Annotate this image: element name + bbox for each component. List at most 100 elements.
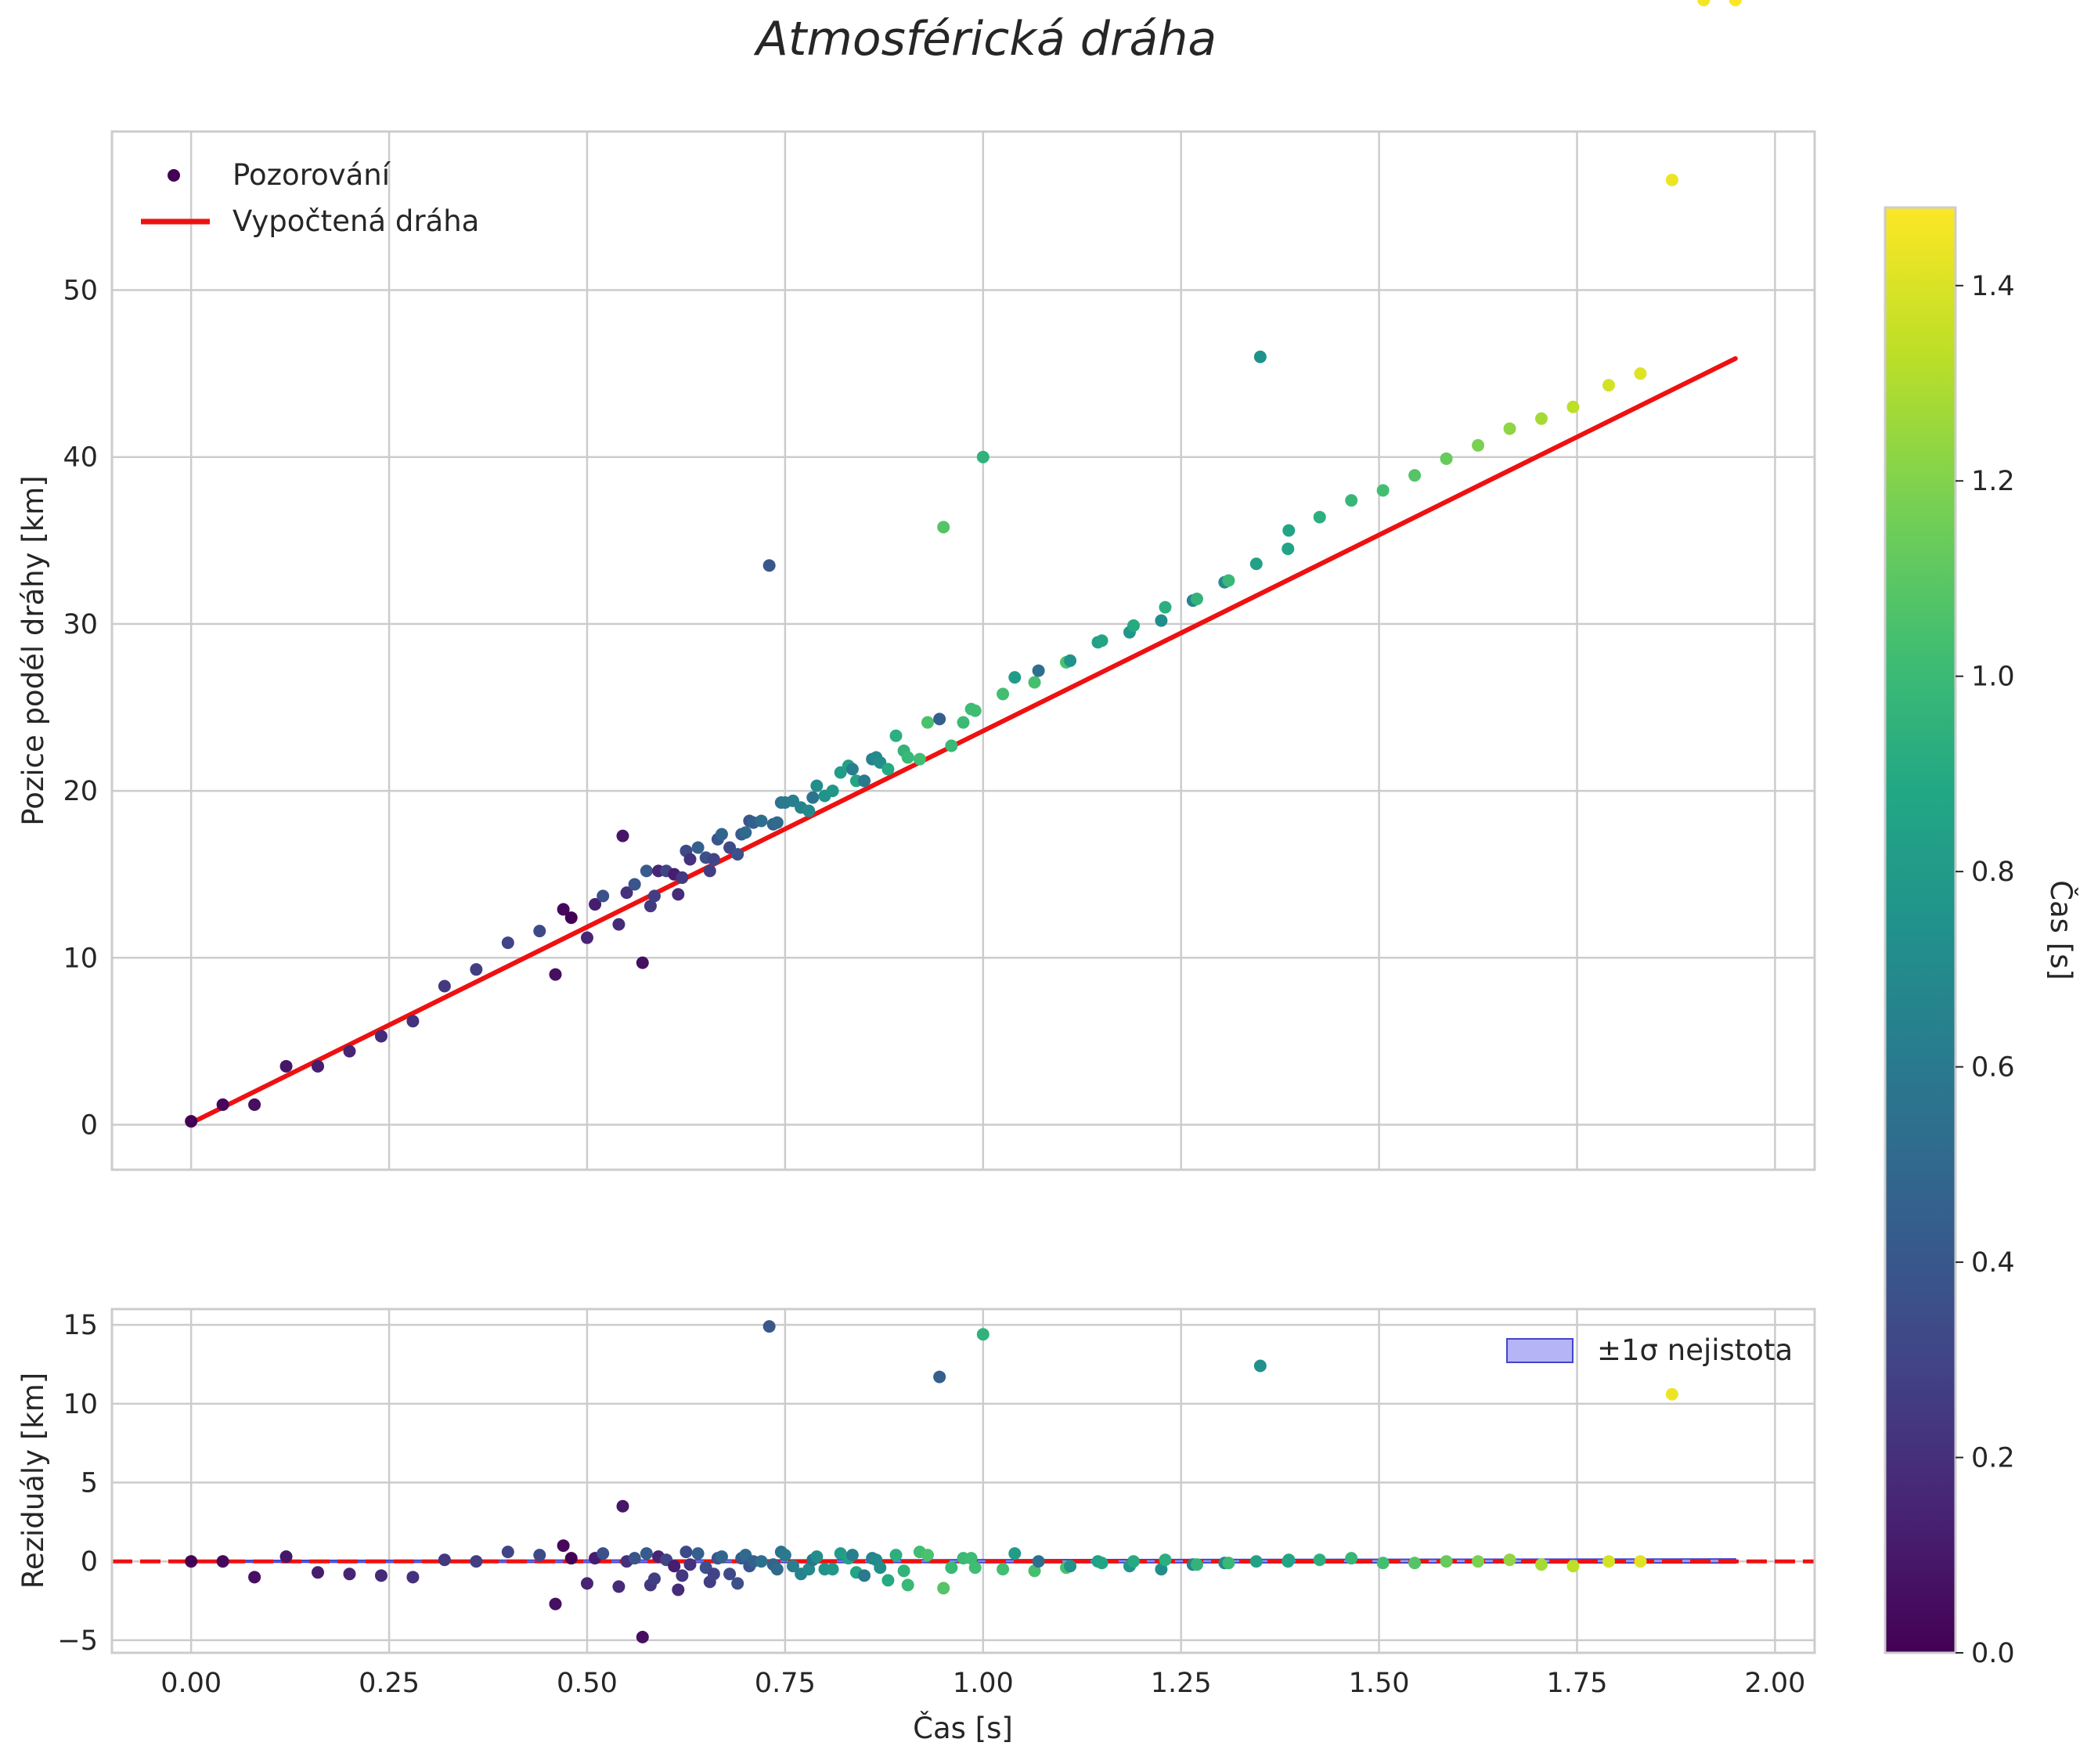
main-y-ticks: 0 10 20 30 40 50: [63, 276, 98, 1142]
observation-point: [1028, 676, 1041, 689]
observation-point: [1534, 412, 1548, 425]
observation-point: [707, 853, 720, 866]
observation-point: [1602, 379, 1615, 392]
observation-point: [715, 828, 728, 841]
observation-point: [1159, 601, 1172, 614]
residual-point: [438, 1553, 451, 1567]
residual-point: [787, 1560, 799, 1573]
observation-point: [1503, 422, 1516, 435]
main-legend: Pozorování Vypočtená dráha: [141, 158, 479, 238]
residual-point: [1282, 1553, 1296, 1567]
observation-point: [185, 1115, 198, 1128]
residual-point: [889, 1549, 903, 1562]
residual-point: [1665, 1387, 1678, 1401]
residuals-axes: −5 0 5 10 15 0.00 0.25 0.50 0.75 1.00 1.25 1.50 1.7…: [16, 0, 1816, 1745]
main-y-tick-label: 10: [63, 943, 98, 974]
observation-point: [640, 864, 653, 878]
residual-point: [647, 1572, 661, 1585]
observation-point: [921, 716, 934, 729]
legend-marker-uncertainty: [1506, 1338, 1574, 1363]
observation-point: [406, 1015, 420, 1028]
observation-point: [564, 911, 578, 925]
observation-point: [343, 1044, 356, 1058]
main-y-label: Pozice podél dráhy [km]: [16, 475, 50, 825]
observation-point: [438, 979, 451, 993]
residual-point: [1008, 1547, 1022, 1560]
observation-point: [312, 1059, 325, 1073]
observation-point: [1376, 484, 1390, 497]
colorbar-tick-label: 0.6: [1971, 1052, 2015, 1084]
residuals-y-tick-label: −5: [57, 1625, 98, 1657]
residual-point: [597, 1547, 610, 1560]
main-y-tick-label: 30: [63, 609, 98, 640]
observation-point: [616, 829, 629, 842]
residual-point: [845, 1549, 859, 1562]
observation-point: [889, 729, 903, 742]
residual-point: [279, 1550, 293, 1564]
observation-point: [731, 848, 744, 861]
residuals-x-ticks: 0.00 0.25 0.50 0.75 1.00 1.25 1.50 1.75 2.00: [160, 1668, 1805, 1699]
residual-point: [755, 1555, 768, 1568]
observation-point: [1634, 367, 1647, 381]
colorbar-label: Čas [s]: [2044, 880, 2078, 980]
observation-point: [248, 1098, 261, 1111]
colorbar-tick-label: 1.2: [1971, 466, 2015, 497]
main-axes: 0 10 20 30 40 50 Pozice podél dráhy [km] Pozo…: [16, 0, 1816, 1171]
observation-point: [533, 925, 546, 938]
residual-point: [874, 1561, 887, 1575]
observation-point: [216, 1098, 229, 1111]
residuals-y-tick-label: 5: [81, 1468, 98, 1499]
observation-point: [279, 1059, 293, 1073]
residual-point: [1222, 1557, 1235, 1570]
colorbar-tick-label: 1.4: [1971, 271, 2015, 302]
residuals-y-tick-label: 15: [63, 1310, 98, 1341]
residual-point: [897, 1564, 910, 1578]
residual-point: [668, 1560, 681, 1573]
residual-point: [858, 1569, 871, 1582]
residual-point: [312, 1566, 325, 1579]
observation-point: [501, 936, 514, 950]
residual-point: [976, 1328, 990, 1341]
residual-point: [612, 1580, 625, 1593]
residual-point: [997, 1563, 1010, 1576]
observation-point: [628, 878, 641, 891]
legend-label-uncertainty: ±1σ nejistota: [1597, 1333, 1793, 1367]
residual-point: [580, 1577, 593, 1590]
observation-point: [997, 687, 1010, 701]
observation-point: [1155, 614, 1168, 627]
residual-point: [810, 1550, 824, 1564]
observation-point: [770, 816, 784, 829]
residual-point: [1503, 1553, 1516, 1567]
fitted-trajectory-layer: [189, 355, 1738, 1126]
residual-point: [691, 1547, 705, 1560]
x-tick-label: 1.00: [953, 1668, 1014, 1699]
observation-point: [1313, 510, 1326, 524]
observation-point: [1222, 574, 1235, 587]
residual-point: [557, 1539, 570, 1553]
colorbar-gradient: [1884, 206, 1957, 1654]
observation-point: [976, 450, 990, 464]
residual-point: [1566, 1560, 1580, 1573]
residual-point: [826, 1563, 839, 1576]
residual-point: [802, 1563, 816, 1576]
x-tick-label: 1.25: [1151, 1668, 1212, 1699]
x-tick-label: 0.75: [755, 1668, 816, 1699]
observation-point: [374, 1030, 388, 1043]
residual-point: [1127, 1555, 1140, 1568]
residual-point: [1253, 1359, 1267, 1373]
residual-point: [672, 1583, 685, 1596]
observation-point: [612, 918, 625, 931]
x-tick-label: 0.50: [557, 1668, 618, 1699]
observation-point: [933, 712, 946, 726]
colorbar-tick-label: 0.2: [1971, 1443, 2015, 1474]
observation-point: [826, 785, 839, 798]
observation-point: [1665, 173, 1678, 186]
observation-point: [957, 716, 970, 729]
residual-point: [343, 1567, 356, 1581]
residual-point: [945, 1561, 958, 1575]
x-tick-label: 0.25: [359, 1668, 420, 1699]
residuals-axes-frame: [110, 1308, 1816, 1654]
residual-point: [1313, 1553, 1326, 1567]
residual-point: [616, 1499, 629, 1513]
